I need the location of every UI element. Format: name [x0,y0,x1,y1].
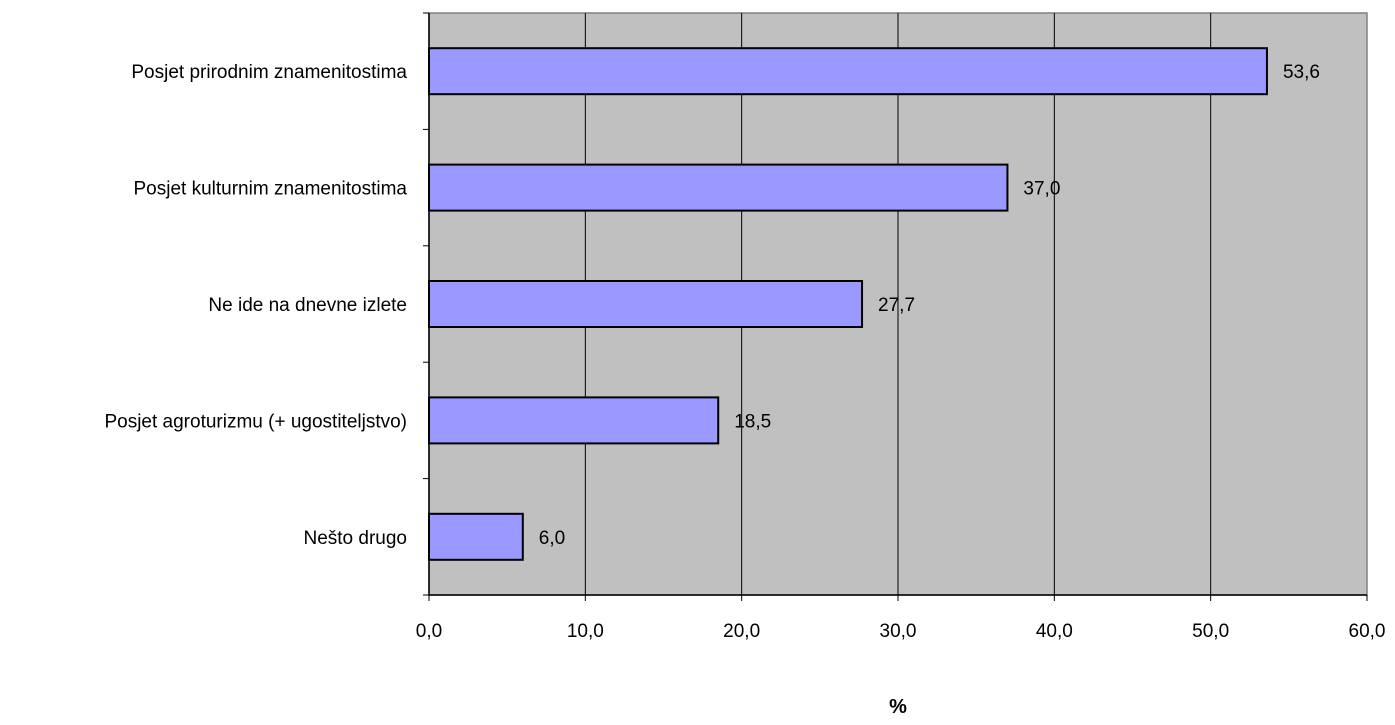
data-labels: 53,6 37,0 27,7 18,5 6,0 [539,62,1320,549]
data-label-1: 37,0 [1023,179,1060,200]
category-label-1: Posjet kulturnim znamenitostima [134,179,408,200]
category-labels: Posjet prirodnim znamenitostima Posjet ku… [104,62,407,549]
category-label-0: Posjet prirodnim znamenitostima [131,62,407,83]
x-tick-label-1: 10,0 [567,621,604,642]
data-label-3: 18,5 [734,411,771,432]
x-tick-labels: 0,0 10,0 20,0 30,0 40,0 50,0 60,0 [416,621,1386,642]
x-tick-label-6: 60,0 [1349,621,1386,642]
bar-4 [428,512,524,561]
x-tick-label-3: 30,0 [880,621,917,642]
category-label-4: Nešto drugo [303,528,407,549]
category-label-2: Ne ide na dnevne izlete [208,295,407,316]
bar-0 [428,47,1268,96]
x-tick-label-5: 50,0 [1192,621,1229,642]
category-label-3: Posjet agroturizmu (+ ugostiteljstvo) [104,411,407,432]
bar-2 [428,280,864,328]
axes [423,12,1368,601]
bar-3 [428,396,720,445]
x-tick-label-0: 0,0 [416,621,442,642]
x-tick-label-4: 40,0 [1036,621,1073,642]
data-label-2: 27,7 [878,295,915,316]
x-tick-label-2: 20,0 [723,621,760,642]
x-axis-title: % [889,696,907,718]
data-label-4: 6,0 [539,528,565,549]
data-label-0: 53,6 [1283,62,1320,83]
bar-1 [428,163,1009,212]
